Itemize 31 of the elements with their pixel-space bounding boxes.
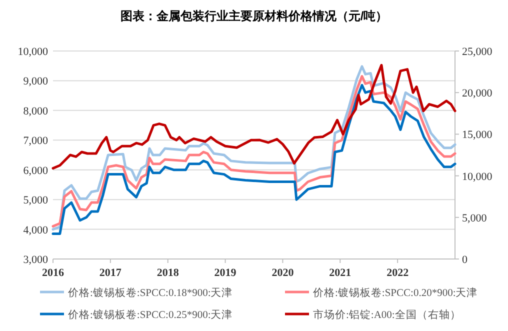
y-tick-label: 8,000 (23, 105, 48, 118)
y-tick-label: 7,000 (23, 135, 48, 148)
y-tick-label: 10,000 (18, 46, 48, 58)
y-tick-label: 6,000 (23, 164, 48, 177)
legend-label: 价格:镀锡板卷:SPCC:0.25*900:天津 (67, 308, 233, 321)
legend-label: 价格:镀锡板卷:SPCC:0.18*900:天津 (67, 286, 233, 299)
x-tick-label: 2020 (272, 267, 294, 279)
legend-item: 价格:镀锡板卷:SPCC:0.20*900:天津 (285, 288, 478, 299)
legend-label: 市场价:铝锭:A00:全国（右轴） (313, 308, 461, 321)
y2-tick-label: 0 (462, 254, 468, 266)
line-series (52, 64, 456, 170)
x-tick-label: 2022 (386, 267, 410, 279)
y-tick-label: 9,000 (23, 76, 48, 88)
y-tick-label: 5,000 (23, 194, 48, 207)
x-tick-label: 2016 (42, 267, 64, 279)
y-tick-label: 4,000 (23, 224, 48, 236)
legend-item: 市场价:铝锭:A00:全国（右轴） (285, 310, 461, 321)
y2-tick-label: 5,000 (462, 212, 488, 224)
x-tick-label: 2017 (99, 267, 122, 279)
chart-title: 图表：金属包装行业主要原材料价格情况（元/吨） (120, 9, 388, 23)
legend-item: 价格:镀锡板卷:SPCC:0.25*900:天津 (40, 310, 233, 321)
x-tick-label: 2018 (156, 267, 180, 279)
legend-item: 价格:镀锡板卷:SPCC:0.18*900:天津 (40, 288, 233, 299)
x-tick-label: 2019 (214, 267, 237, 279)
y2-tick-label: 10,000 (462, 170, 493, 183)
y2-tick-label: 25,000 (462, 46, 493, 58)
y-tick-label: 3,000 (23, 254, 48, 266)
y2-tick-label: 20,000 (462, 88, 493, 100)
x-tick-label: 2021 (329, 267, 352, 279)
legend-label: 价格:镀锡板卷:SPCC:0.20*900:天津 (312, 286, 478, 299)
y2-tick-label: 15,000 (462, 129, 493, 142)
